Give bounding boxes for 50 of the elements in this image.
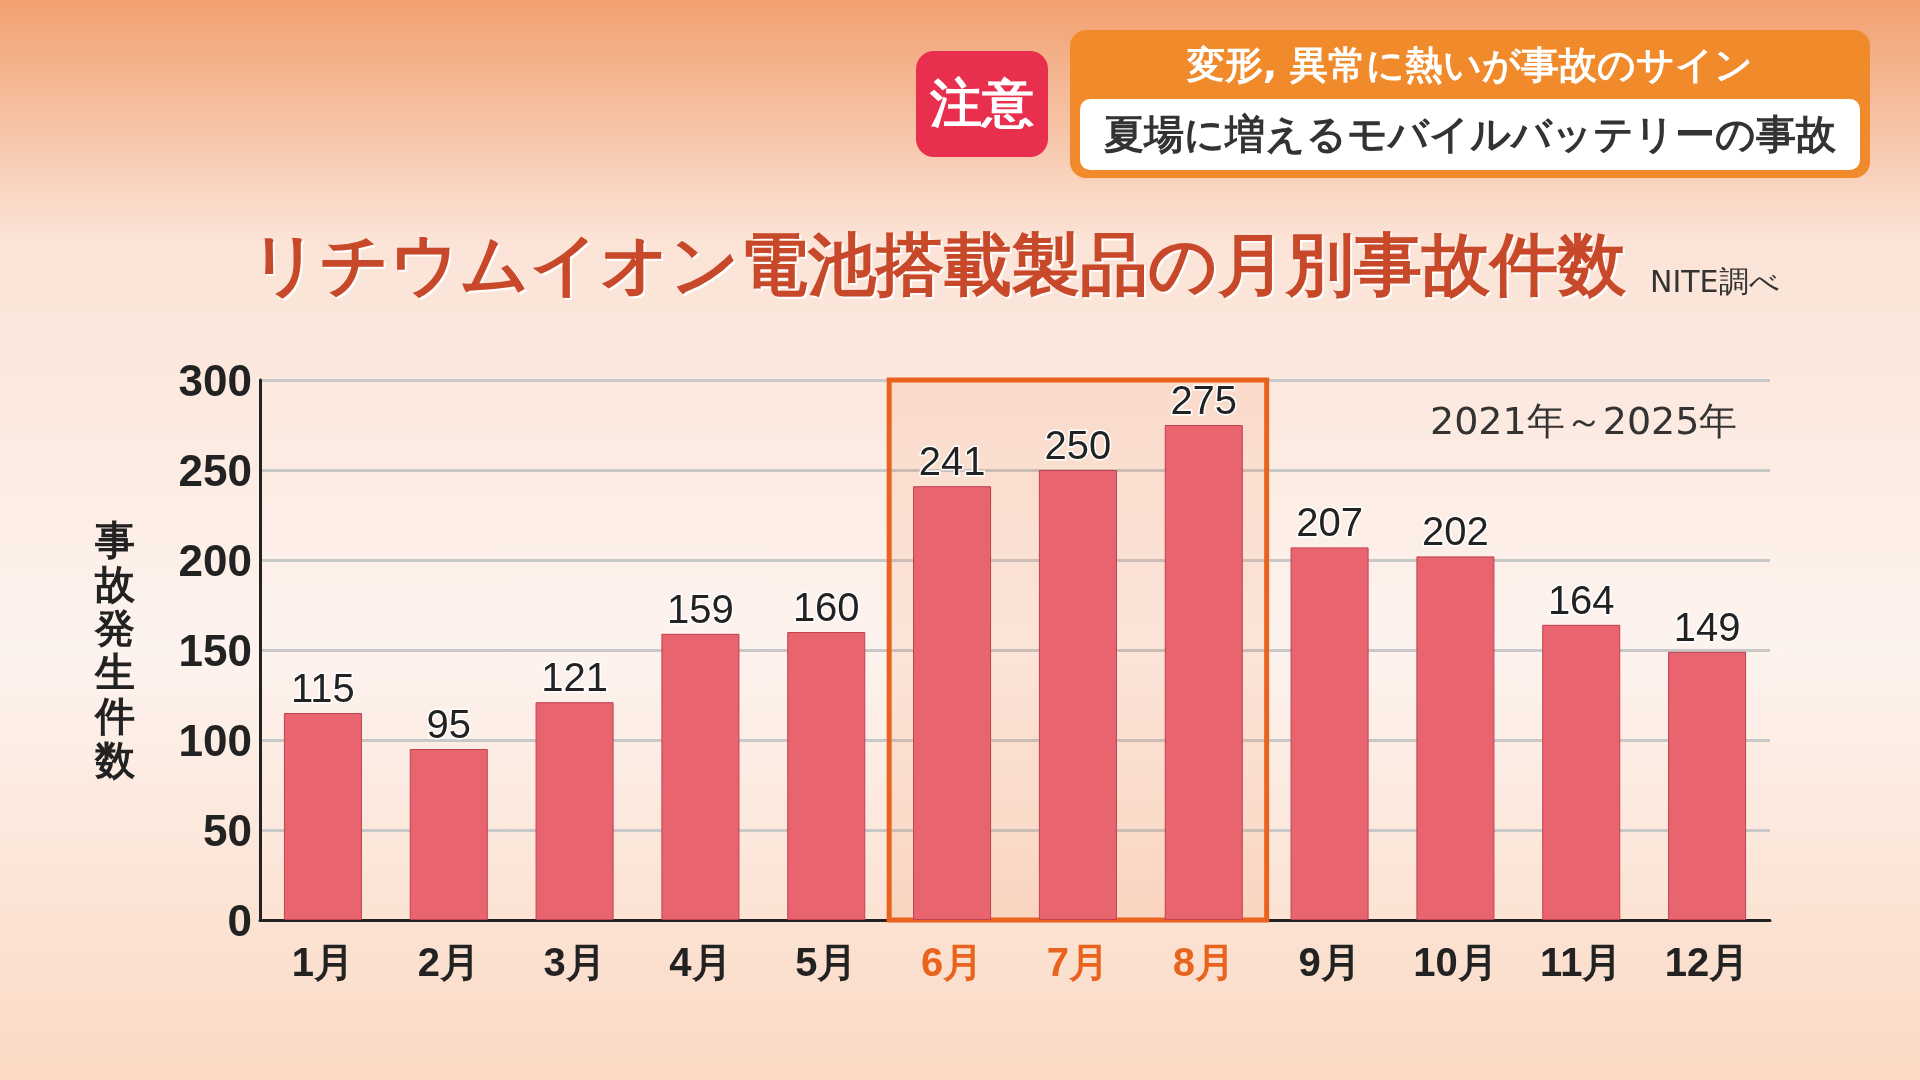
data-label: 115 [291, 666, 355, 710]
y-axis-title: 事故発生件数 [93, 518, 136, 782]
data-label: 202 [1422, 509, 1489, 554]
bar [913, 486, 992, 920]
annotation: 2021年～2025年 [1430, 398, 1738, 445]
x-tick-label: 6月 [920, 940, 984, 984]
text: 変形, 異常に熱いが事故のサイン [1185, 42, 1755, 89]
x-tick-label: 3月 [543, 940, 606, 984]
data-label: 149 [1673, 604, 1741, 649]
x-tick-label: 5月 [795, 940, 858, 984]
x-tick-label: 8月 [1172, 940, 1235, 984]
bar [787, 632, 866, 920]
bar [1164, 425, 1243, 920]
y-tick-label: 200 [178, 535, 252, 585]
bar [1542, 624, 1621, 920]
x-tick-label: 2月 [417, 940, 480, 984]
x-tick-label: 1月 [291, 940, 355, 984]
chart-subtitle: 夏場に増えるモバイルバッテリーの事故 [1080, 99, 1860, 170]
chart-title: リチウムイオン電池搭載製品の月別事故件数 [250, 224, 1626, 306]
data-label: 121 [541, 655, 608, 700]
y-tick-label: 100 [178, 715, 252, 765]
y-tick-label: 0 [227, 895, 252, 945]
x-tick-label: 4月 [669, 940, 732, 984]
y-tick-label: 150 [178, 625, 252, 675]
bar [283, 713, 362, 920]
x-tick-label: 10月 [1413, 940, 1498, 984]
bar [661, 633, 740, 920]
x-tick-label: 11月 [1540, 940, 1623, 984]
data-label: 160 [792, 585, 860, 629]
data-label: 250 [1044, 423, 1112, 467]
x-tick-label: 7月 [1046, 940, 1110, 984]
x-tick-label: 12月 [1664, 940, 1750, 984]
data-label: 159 [667, 586, 734, 631]
data-label: 275 [1170, 378, 1238, 422]
bar [1668, 651, 1747, 920]
bar [1290, 547, 1369, 920]
bar [1038, 470, 1117, 920]
bar [409, 749, 488, 920]
bar [535, 702, 614, 920]
y-tick-label: 250 [178, 445, 252, 495]
data-label: 207 [1296, 500, 1363, 545]
y-tick-label: 300 [178, 355, 252, 405]
bar [1416, 556, 1495, 920]
text: NITE調べ [1650, 263, 1780, 301]
data-label: 241 [918, 439, 986, 484]
y-tick-label: 50 [203, 805, 252, 855]
data-label: 164 [1547, 577, 1615, 622]
x-tick-label: 9月 [1298, 940, 1361, 984]
data-label: 95 [426, 702, 471, 746]
text: 注意 [916, 51, 1048, 157]
